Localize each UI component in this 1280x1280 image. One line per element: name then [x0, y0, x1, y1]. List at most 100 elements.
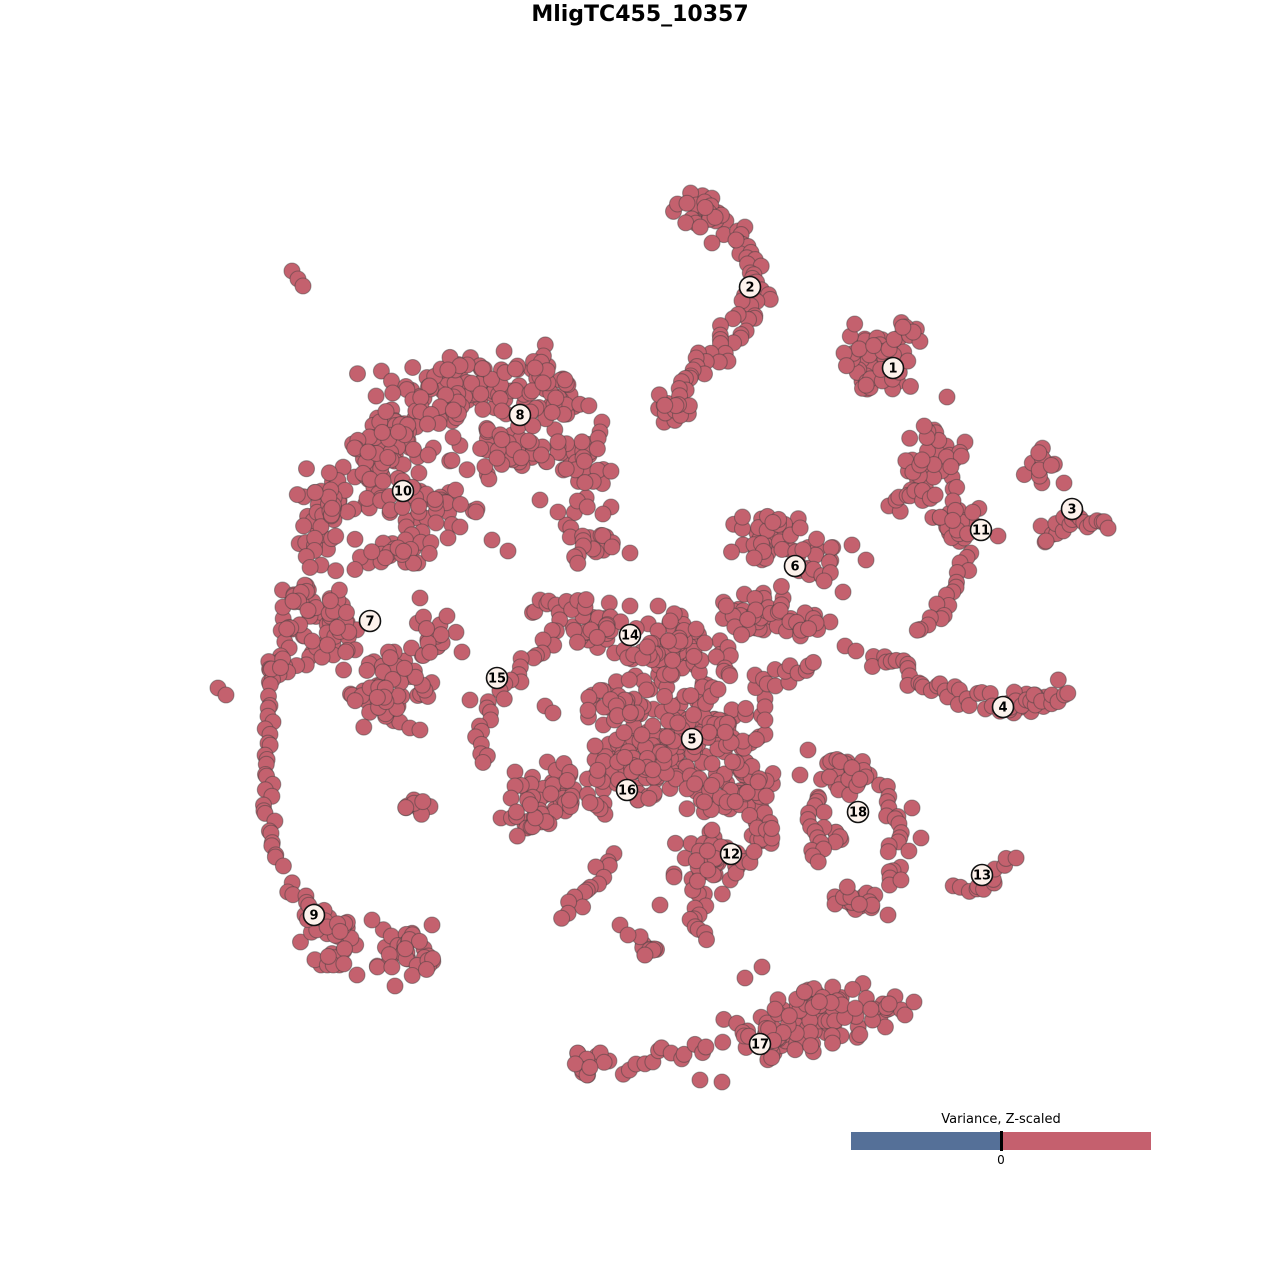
cell-point [532, 446, 550, 464]
cluster-label-text: 3 [1067, 503, 1076, 518]
cell-point [837, 357, 855, 375]
cluster-label-text: 15 [488, 672, 506, 687]
cell-point [389, 423, 407, 441]
cell-point [844, 980, 862, 998]
cell-point [474, 400, 492, 418]
cell-point [649, 597, 667, 615]
cell-point [488, 449, 506, 467]
cell-point [799, 741, 817, 759]
cell-point [687, 620, 705, 638]
cell-point [658, 728, 676, 746]
cell-point [745, 842, 763, 861]
cluster-label-circle [738, 275, 762, 299]
cell-point [846, 999, 864, 1017]
cell-point [696, 634, 714, 652]
cell-point [337, 643, 355, 661]
cell-point [544, 704, 562, 722]
cell-point [698, 842, 717, 860]
cluster-label-11: 11 [969, 518, 993, 542]
cell-point [473, 360, 491, 378]
cell-point [321, 592, 339, 610]
cluster-label-text: 10 [394, 485, 412, 500]
cell-point [876, 1018, 894, 1036]
legend-red-segment [1001, 1132, 1151, 1150]
cell-point [865, 337, 883, 355]
cell-point [749, 773, 767, 791]
cell-point [588, 628, 606, 646]
cell-point [438, 607, 456, 625]
cell-point [483, 531, 501, 549]
cell-point [384, 384, 402, 402]
data-points-layer [209, 184, 1117, 1091]
cell-point [737, 699, 755, 717]
cell-point [575, 452, 593, 470]
cluster-label-17: 17 [748, 1032, 772, 1056]
cell-point [472, 385, 490, 403]
cell-point [633, 726, 651, 744]
cell-point [739, 610, 757, 629]
cell-point [795, 983, 813, 1001]
cell-point [363, 543, 381, 561]
cell-point [892, 871, 910, 889]
cell-point [306, 483, 324, 501]
cell-point [580, 397, 598, 415]
cell-point [678, 194, 696, 212]
cell-point [355, 718, 373, 736]
cell-point [791, 766, 809, 784]
cell-point [472, 439, 490, 458]
cell-point [727, 231, 745, 249]
cell-point [586, 737, 604, 755]
cell-point [531, 491, 549, 509]
cell-point [1037, 532, 1055, 550]
cluster-label-circle [969, 518, 993, 542]
cell-point [588, 440, 606, 458]
cell-point [722, 543, 741, 561]
cell-point [346, 530, 364, 548]
cell-point [900, 842, 918, 860]
cell-point [463, 374, 481, 392]
cell-point [640, 789, 658, 807]
cell-point [404, 358, 422, 377]
cell-point [512, 449, 530, 467]
cell-point [952, 447, 970, 465]
cluster-label-9: 9 [302, 903, 326, 927]
cell-point [857, 551, 875, 569]
cell-point [756, 711, 774, 729]
cell-point [857, 376, 875, 394]
cell-point [284, 592, 302, 610]
cell-point [1055, 474, 1073, 492]
cell-point [926, 486, 944, 504]
cluster-label-text: 9 [309, 909, 318, 924]
cell-point [905, 993, 923, 1011]
cluster-label-8: 8 [508, 403, 532, 427]
cluster-label-5: 5 [680, 727, 704, 751]
cell-point [419, 446, 437, 464]
cell-point [549, 503, 567, 521]
cell-point [547, 389, 565, 407]
cell-point [764, 513, 782, 531]
cell-point [638, 638, 656, 656]
cell-point [417, 960, 436, 979]
cell-point [568, 633, 586, 651]
cell-point [410, 464, 428, 482]
cell-point [915, 417, 933, 435]
cell-point [628, 758, 647, 776]
cell-point [1059, 684, 1077, 702]
cell-point [577, 591, 595, 609]
cell-point [379, 448, 397, 467]
cell-point [1042, 456, 1060, 474]
cell-point [549, 433, 567, 451]
cluster-label-circle [302, 903, 326, 927]
cell-point [799, 620, 818, 638]
cell-point [320, 464, 338, 482]
cell-point [850, 895, 868, 913]
cell-point [271, 659, 290, 677]
cluster-label-circle [680, 727, 704, 751]
cell-point [1099, 519, 1117, 537]
cell-point [560, 791, 578, 809]
cluster-label-text: 2 [745, 281, 754, 296]
cell-point [581, 1058, 599, 1076]
cluster-label-circle [615, 778, 639, 802]
cell-point [802, 1037, 820, 1055]
